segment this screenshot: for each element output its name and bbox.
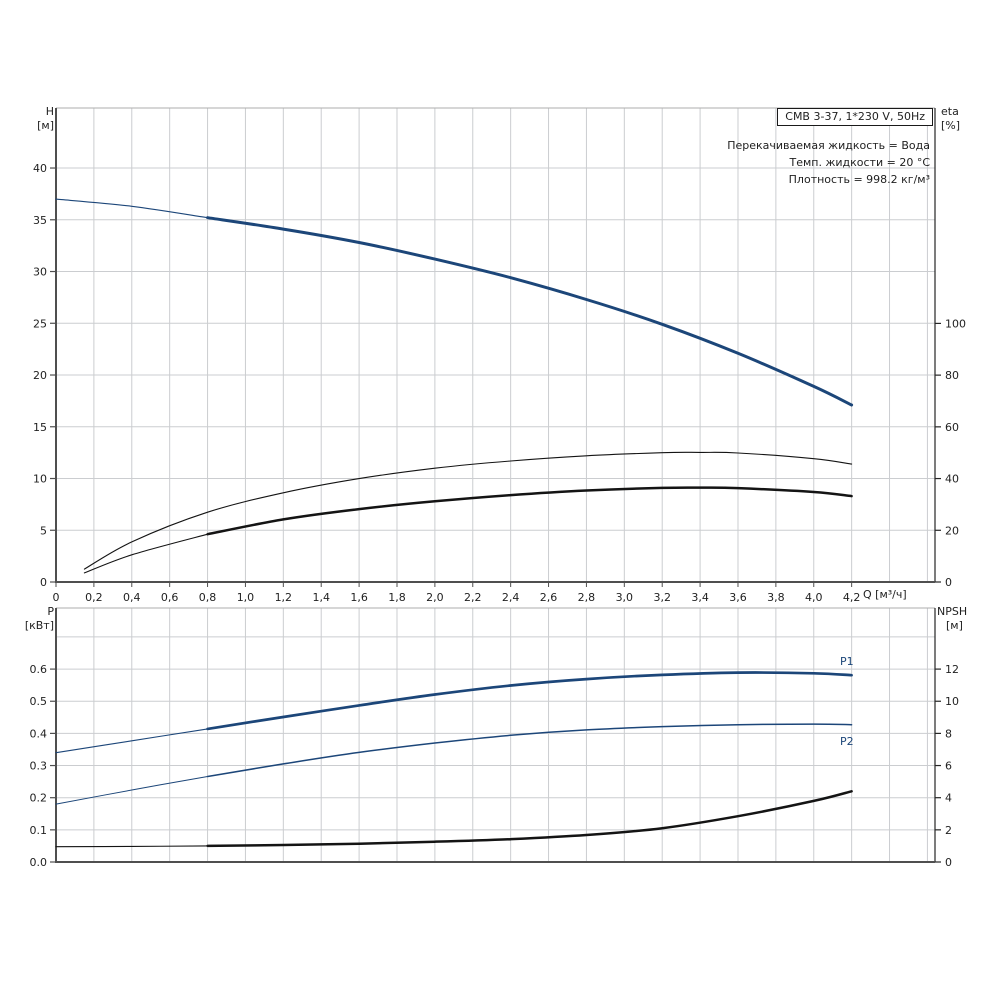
h-axis-unit: [м]: [37, 119, 54, 132]
right-tick-label: 10: [945, 695, 959, 708]
P2-curve: [206, 723, 853, 778]
pump-model-title: CMB 3-37, 1*230 V, 50Hz: [777, 108, 933, 126]
P1-curve-thin: [55, 728, 209, 754]
left-tick-label: 10: [33, 473, 47, 486]
left-tick-label: 0.5: [30, 695, 48, 708]
x-tick-label: 1,2: [275, 591, 293, 604]
p-axis-unit: [кВт]: [24, 619, 54, 632]
eta-axis-label: eta [%]: [941, 105, 960, 133]
x-tick-label: 2,8: [578, 591, 596, 604]
npsh-axis-label: NPSH [м]: [937, 605, 967, 633]
eta-axis-unit: [%]: [941, 119, 961, 132]
left-tick-label: 25: [33, 317, 47, 330]
h-axis-symbol: H: [45, 105, 54, 118]
right-tick-label: 20: [945, 524, 959, 537]
right-tick-label: 40: [945, 473, 959, 486]
npsh-axis-unit: [м]: [946, 619, 963, 632]
x-tick-label: 1,6: [350, 591, 368, 604]
right-tick-label: 0: [945, 576, 952, 589]
H-Q-curve: [206, 216, 854, 407]
right-tick-label: 0: [945, 856, 952, 869]
left-tick-label: 20: [33, 369, 47, 382]
gridlines: [56, 608, 935, 862]
x-tick-label: 4,0: [805, 591, 823, 604]
x-tick-label: 1,8: [388, 591, 406, 604]
x-tick-label: 0,2: [85, 591, 103, 604]
h-axis-label: H [м]: [14, 105, 54, 133]
head-efficiency-chart: 0 5 10 15 20 25 30 35 40 0 20 40 60 80 100 0 0,2 0,4 0,6 0,…: [33, 107, 966, 604]
right-tick-label: 100: [945, 317, 966, 330]
x-tick-label: 3,4: [691, 591, 709, 604]
p-axis-label: P [кВт]: [2, 605, 54, 633]
condition-density: Плотность = 998.2 кг/м³: [788, 173, 930, 186]
eta-axis-symbol: eta: [941, 105, 959, 118]
p2-curve-label: P2: [840, 735, 854, 748]
right-tick-label: 12: [945, 663, 959, 676]
x-tick-label: 0: [53, 591, 60, 604]
operating-conditions: Перекачиваемая жидкость = Вода Темп. жид…: [727, 137, 930, 188]
H-Q-curve-thin: [55, 198, 209, 219]
left-tick-label: 0.2: [30, 792, 48, 805]
left-tick-label: 0.6: [30, 663, 48, 676]
x-tick-label: 2,6: [540, 591, 558, 604]
x-tick-label: 1,4: [312, 591, 330, 604]
condition-temperature: Темп. жидкости = 20 °C: [789, 156, 931, 169]
x-tick-label: 0,8: [199, 591, 217, 604]
x-tick-label: 1,0: [237, 591, 255, 604]
eta-pump-curve: [83, 451, 853, 570]
p1-curve-label: P1: [840, 655, 854, 668]
x-tick-label: 2,0: [426, 591, 444, 604]
P1-curve: [206, 671, 853, 731]
npsh-axis-symbol: NPSH: [937, 605, 968, 618]
right-tick-label: 60: [945, 421, 959, 434]
condition-liquid: Перекачиваемая жидкость = Вода: [727, 139, 930, 152]
right-tick-label: 6: [945, 760, 952, 773]
right-tick-label: 2: [945, 824, 952, 837]
left-tick-label: 30: [33, 266, 47, 279]
right-tick-label: 8: [945, 727, 952, 740]
right-tick-label: 80: [945, 369, 959, 382]
x-tick-label: 2,2: [464, 591, 482, 604]
NPSH-curve-thin: [55, 845, 209, 848]
left-tick-label: 0: [40, 576, 47, 589]
x-tick-label: 2,4: [502, 591, 520, 604]
x-tick-label: 0,6: [161, 591, 179, 604]
left-tick-label: 5: [40, 524, 47, 537]
x-tick-label: 3,8: [767, 591, 785, 604]
left-tick-label: 35: [33, 214, 47, 227]
left-tick-label: 0.3: [30, 760, 48, 773]
left-tick-label: 0.1: [30, 824, 48, 837]
left-tick-label: 15: [33, 421, 47, 434]
left-tick-label: 0.0: [30, 856, 48, 869]
P2-curve-thin: [55, 776, 209, 805]
gridlines: [56, 108, 935, 582]
x-tick-label: 0,4: [123, 591, 141, 604]
x-tick-label: 3,2: [653, 591, 671, 604]
left-tick-label: 0.4: [30, 727, 48, 740]
x-tick-label: 3,0: [616, 591, 634, 604]
right-tick-label: 4: [945, 792, 952, 805]
power-npsh-chart: 0.0 0.1 0.2 0.3 0.4 0.5 0.6 0 2 4 6 8 10 12: [30, 607, 959, 869]
x-tick-label: 3,6: [729, 591, 747, 604]
eta-pump-motor-curve-thin: [83, 533, 209, 574]
NPSH-curve: [206, 790, 853, 848]
left-tick-label: 40: [33, 162, 47, 175]
p-axis-symbol: P: [47, 605, 54, 618]
eta-pump-motor-curve: [206, 486, 853, 536]
q-axis-label: Q [м³/ч]: [863, 588, 907, 601]
x-tick-label: 4,2: [843, 591, 861, 604]
